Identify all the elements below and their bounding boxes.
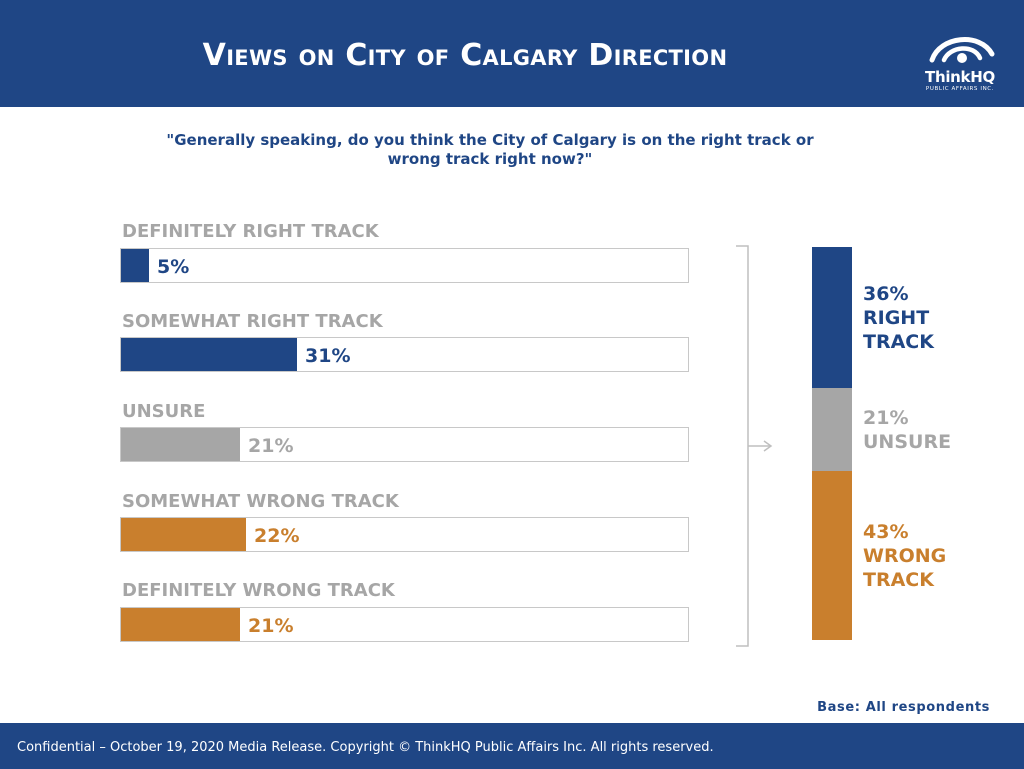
bar	[121, 428, 240, 461]
summary-label-line: 36%	[863, 282, 909, 305]
stack-segment	[812, 471, 852, 640]
eye-logo-icon	[929, 37, 995, 63]
stack-segment	[812, 247, 852, 388]
summary-label-line: TRACK	[863, 568, 934, 591]
bar-value-label: 22%	[254, 525, 300, 547]
summary-label: 43% WRONG TRACK	[863, 520, 946, 592]
logo-wordmark: ThinkHQ	[925, 68, 995, 86]
category-label: SOMEWHAT RIGHT TRACK	[122, 311, 383, 332]
footer-copyright: Confidential – October 19, 2020 Media Re…	[17, 740, 714, 755]
page-title: Views on City of Calgary Direction	[202, 38, 728, 73]
bar-track: 5%	[120, 248, 689, 283]
category-label: SOMEWHAT WRONG TRACK	[122, 491, 399, 512]
base-note: Base: All respondents	[817, 700, 990, 715]
summary-label-line: UNSURE	[863, 430, 952, 453]
bar-value-label: 5%	[157, 256, 190, 278]
logo-subtitle: PUBLIC AFFAIRS INC.	[925, 86, 995, 92]
summary-label-line: TRACK	[863, 330, 934, 353]
category-label: DEFINITELY WRONG TRACK	[122, 580, 395, 601]
survey-question: "Generally speaking, do you think the Ci…	[166, 131, 814, 168]
bar-track: 21%	[120, 427, 689, 462]
thinkhq-logo: ThinkHQ PUBLIC AFFAIRS INC.	[918, 30, 1018, 100]
summary-label: 36% RIGHT TRACK	[863, 282, 934, 354]
summary-label: 21% UNSURE	[863, 406, 951, 454]
footer-banner: Confidential – October 19, 2020 Media Re…	[0, 723, 1024, 769]
summary-label-line: WRONG	[863, 544, 947, 567]
bar-track: 22%	[120, 517, 689, 552]
summary-label-line: 21%	[863, 406, 909, 429]
header-banner: Views on City of Calgary Direction Think…	[0, 0, 1024, 107]
category-label: DEFINITELY RIGHT TRACK	[122, 221, 379, 242]
bar-value-label: 21%	[248, 615, 294, 637]
category-label: UNSURE	[122, 401, 206, 422]
bar	[121, 608, 240, 641]
summary-label-line: 43%	[863, 520, 909, 543]
summary-bracket-icon	[736, 245, 773, 647]
bar	[121, 338, 297, 371]
summary-label-line: RIGHT	[863, 306, 930, 329]
bar-value-label: 21%	[248, 435, 294, 457]
bar-track: 21%	[120, 607, 689, 642]
bar	[121, 249, 149, 282]
bar-track: 31%	[120, 337, 689, 372]
stack-segment	[812, 388, 852, 471]
bar	[121, 518, 246, 551]
summary-stacked-bar	[812, 247, 852, 640]
bar-value-label: 31%	[305, 345, 351, 367]
